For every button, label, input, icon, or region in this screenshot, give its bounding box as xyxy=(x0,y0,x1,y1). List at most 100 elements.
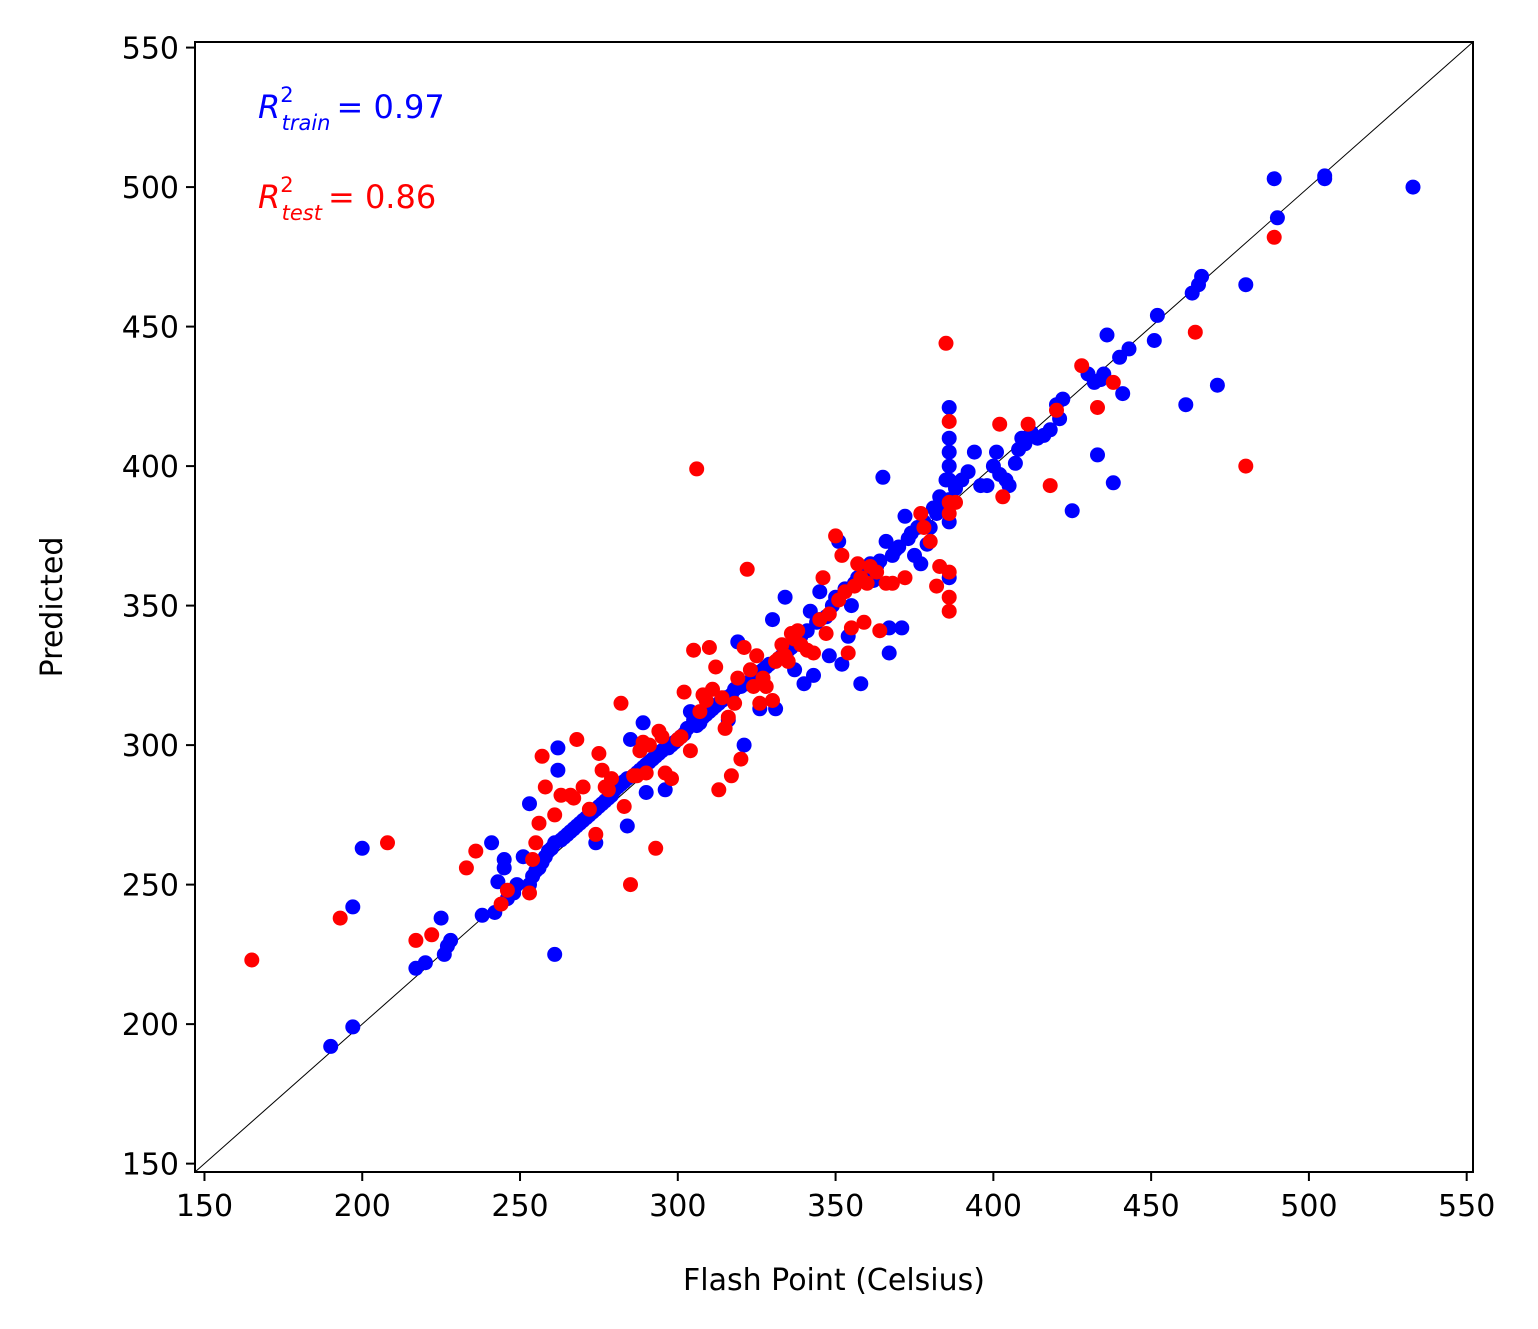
test-point xyxy=(575,779,591,795)
train-point xyxy=(484,835,500,851)
train-point xyxy=(1209,377,1225,393)
test-point xyxy=(992,416,1008,432)
test-point xyxy=(739,561,755,577)
test-point xyxy=(916,520,932,535)
test-point xyxy=(458,860,474,876)
train-point xyxy=(1055,391,1071,407)
train-point xyxy=(1405,179,1421,195)
train-point xyxy=(941,400,957,415)
test-point xyxy=(941,506,957,521)
x-axis-label: Flash Point (Celsius) xyxy=(683,1263,985,1298)
train-point xyxy=(417,955,433,971)
plot-frame xyxy=(194,41,1474,1173)
test-point xyxy=(1266,229,1282,245)
test-point xyxy=(828,528,844,544)
r2-test-symbol: R xyxy=(258,178,280,216)
train-point xyxy=(1146,333,1162,348)
test-point xyxy=(749,648,765,664)
test-point xyxy=(941,603,957,619)
x-tick-label: 250 xyxy=(491,1189,548,1224)
test-point xyxy=(566,790,582,806)
x-tick-label: 450 xyxy=(1123,1189,1180,1224)
test-point xyxy=(834,547,850,563)
x-tick-label: 150 xyxy=(176,1189,233,1224)
test-point xyxy=(714,690,730,706)
train-point xyxy=(1042,422,1058,438)
test-point xyxy=(720,709,736,725)
train-point xyxy=(966,444,982,460)
x-tick-label: 350 xyxy=(807,1189,864,1224)
y-tick-label: 200 xyxy=(122,1008,179,1043)
train-point xyxy=(1266,171,1282,187)
test-point xyxy=(525,852,541,867)
test-point xyxy=(884,575,900,591)
test-point xyxy=(581,801,597,817)
test-point xyxy=(1020,416,1036,432)
train-point xyxy=(1238,277,1254,293)
r2-train-sub: train xyxy=(282,111,331,135)
r2-test-annotation: R2 test = 0.86 xyxy=(258,173,436,225)
y-tick-label: 400 xyxy=(122,450,179,485)
x-tick-label: 550 xyxy=(1438,1189,1495,1224)
test-point xyxy=(528,835,544,851)
train-point xyxy=(619,818,635,834)
test-point xyxy=(613,695,629,711)
test-point xyxy=(1105,374,1121,390)
test-point xyxy=(638,765,654,781)
test-point xyxy=(648,840,664,856)
y-tick-label: 550 xyxy=(122,32,179,67)
test-point xyxy=(850,556,866,572)
r2-test-value: = 0.86 xyxy=(328,178,436,216)
test-point xyxy=(913,506,929,521)
y-axis-ticks: 150 200 250 300 350 400 450 500 550 xyxy=(122,32,195,1183)
x-tick-label: 500 xyxy=(1280,1189,1337,1224)
test-point xyxy=(869,564,885,580)
test-point xyxy=(872,623,888,639)
test-point xyxy=(727,695,743,711)
test-point xyxy=(537,779,553,795)
test-point xyxy=(604,771,619,787)
train-point xyxy=(941,444,957,460)
y-tick-label: 150 xyxy=(122,1148,179,1183)
test-point xyxy=(1238,458,1254,474)
train-point xyxy=(941,430,957,446)
test-point xyxy=(499,882,515,898)
y-tick-label: 250 xyxy=(122,869,179,904)
test-point xyxy=(692,704,708,720)
train-point xyxy=(345,1019,361,1035)
train-point xyxy=(989,444,1004,460)
test-point xyxy=(897,570,913,586)
test-point xyxy=(424,927,440,943)
train-point xyxy=(736,737,752,753)
train-point xyxy=(623,732,638,747)
test-point xyxy=(780,653,796,669)
test-point xyxy=(806,645,821,661)
test-point xyxy=(408,932,424,948)
test-point xyxy=(380,835,395,851)
test-point xyxy=(840,645,856,661)
train-point xyxy=(474,907,490,923)
test-point xyxy=(698,693,714,708)
test-point xyxy=(534,748,550,764)
test-point xyxy=(929,578,945,594)
test-point xyxy=(708,659,724,675)
train-point xyxy=(1064,503,1080,519)
train-point xyxy=(806,667,821,683)
test-point xyxy=(682,743,698,759)
train-point xyxy=(834,656,850,672)
train-point xyxy=(1090,447,1105,463)
test-series xyxy=(244,229,1282,968)
test-point xyxy=(790,623,806,639)
test-point xyxy=(1042,478,1058,494)
train-point xyxy=(812,584,828,600)
test-point xyxy=(843,620,859,636)
test-point xyxy=(730,670,746,686)
test-point xyxy=(701,640,717,655)
train-point xyxy=(897,508,913,524)
test-point xyxy=(733,751,749,767)
y-tick-label: 350 xyxy=(122,590,179,625)
train-point xyxy=(1178,397,1194,413)
train-point xyxy=(443,932,459,948)
train-point xyxy=(547,946,563,962)
